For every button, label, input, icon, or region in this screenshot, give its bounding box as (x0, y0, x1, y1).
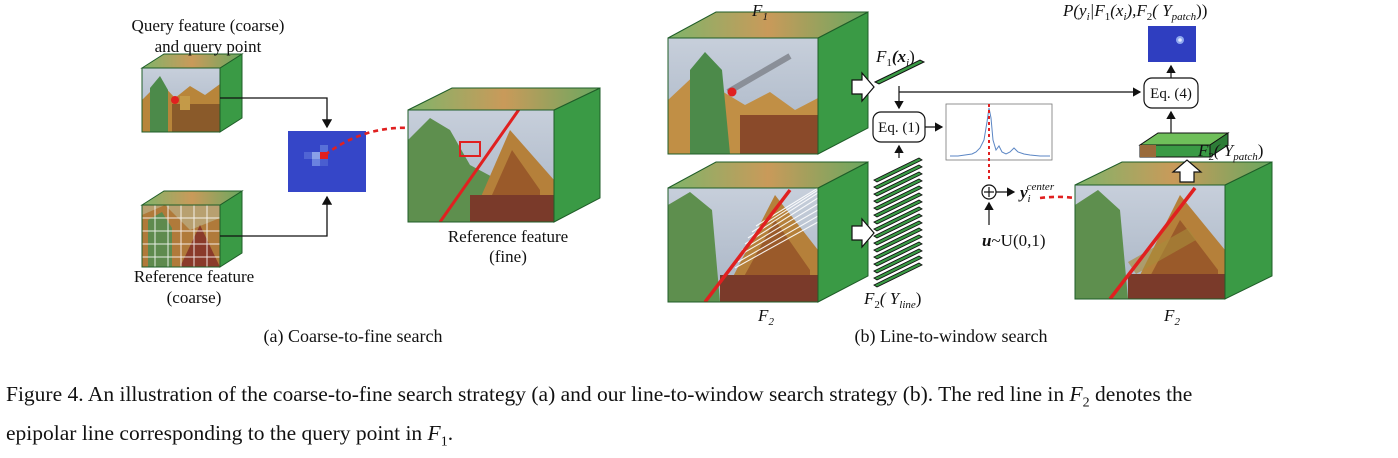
f2-right-cube (1074, 161, 1273, 300)
query-label-line1: Query feature (coarse) (132, 16, 285, 35)
u-dist-label: u~U(0,1) (982, 231, 1046, 250)
eq4-label: Eq. (4) (1150, 86, 1192, 102)
ref-coarse-label-line1: Reference feature (134, 267, 254, 286)
caption-f2: F (1069, 382, 1083, 406)
panel-a: Query feature (coarse) and query point R… (132, 16, 601, 347)
f1-top-label: F1 (751, 1, 768, 23)
probability-formula-label: P(yi|F1(xi),F2( Ypatch)) (1062, 1, 1207, 23)
ycenter-label: yicenter (1018, 181, 1055, 205)
caption-text-1: Figure 4. An illustration of the coarse-… (6, 382, 1070, 406)
ref-fine-label-line2: (fine) (489, 247, 527, 266)
f2-line-label: F2( Yline) (863, 289, 921, 311)
f1-cube (667, 11, 869, 155)
f2-block-arrow (851, 217, 875, 249)
reference-fine-cube (407, 87, 601, 223)
panel-b: Eq. (1) yicenter u~U(0,1) (667, 1, 1273, 347)
query-to-heatmap-arrow (220, 97, 333, 129)
reference-to-heatmap-arrow (220, 195, 333, 237)
caption-f2-sub: 2 (1082, 395, 1090, 411)
line-probability-plot (945, 103, 1053, 182)
ref-coarse-label-line2: (coarse) (167, 288, 222, 307)
query-label-line2: and query point (155, 37, 262, 56)
caption-f1: F (427, 421, 441, 446)
reference-coarse-cube (140, 190, 244, 268)
patch-up-block-arrow (1171, 159, 1203, 183)
f1x-label: F1(xi) (875, 47, 915, 69)
f2-patch-label: F2( Ypatch) (1197, 141, 1263, 163)
f1-block-arrow (851, 71, 875, 103)
f2-line-feature-stack (873, 157, 923, 288)
f2-bottom-label: F2 (757, 306, 774, 328)
eq1-label: Eq. (1) (878, 120, 920, 136)
f2-left-cube (667, 161, 869, 303)
figure-diagram: Query feature (coarse) and query point R… (132, 1, 1273, 347)
caption-text-2: denotes the (1089, 382, 1193, 406)
f2-right-label: F2 (1163, 306, 1180, 328)
caption-f1-sub: 1 (440, 434, 448, 450)
probability-curve (950, 107, 1050, 157)
coarse-heatmap (288, 131, 366, 192)
f2-patch-feature (1138, 132, 1230, 158)
ref-fine-label-line1: Reference feature (448, 227, 568, 246)
output-heatmap (1148, 26, 1196, 62)
subcaption-b: (b) Line-to-window search (855, 326, 1048, 347)
query-feature-cube (140, 53, 244, 133)
caption-text-4: . (447, 421, 454, 446)
f1x-feature-bar (873, 59, 926, 85)
caption-text-3: epipolar line corresponding to the query… (6, 421, 428, 446)
figure-caption: Figure 4. An illustration of the coarse-… (6, 379, 1394, 458)
subcaption-a: (a) Coarse-to-fine search (264, 326, 443, 347)
